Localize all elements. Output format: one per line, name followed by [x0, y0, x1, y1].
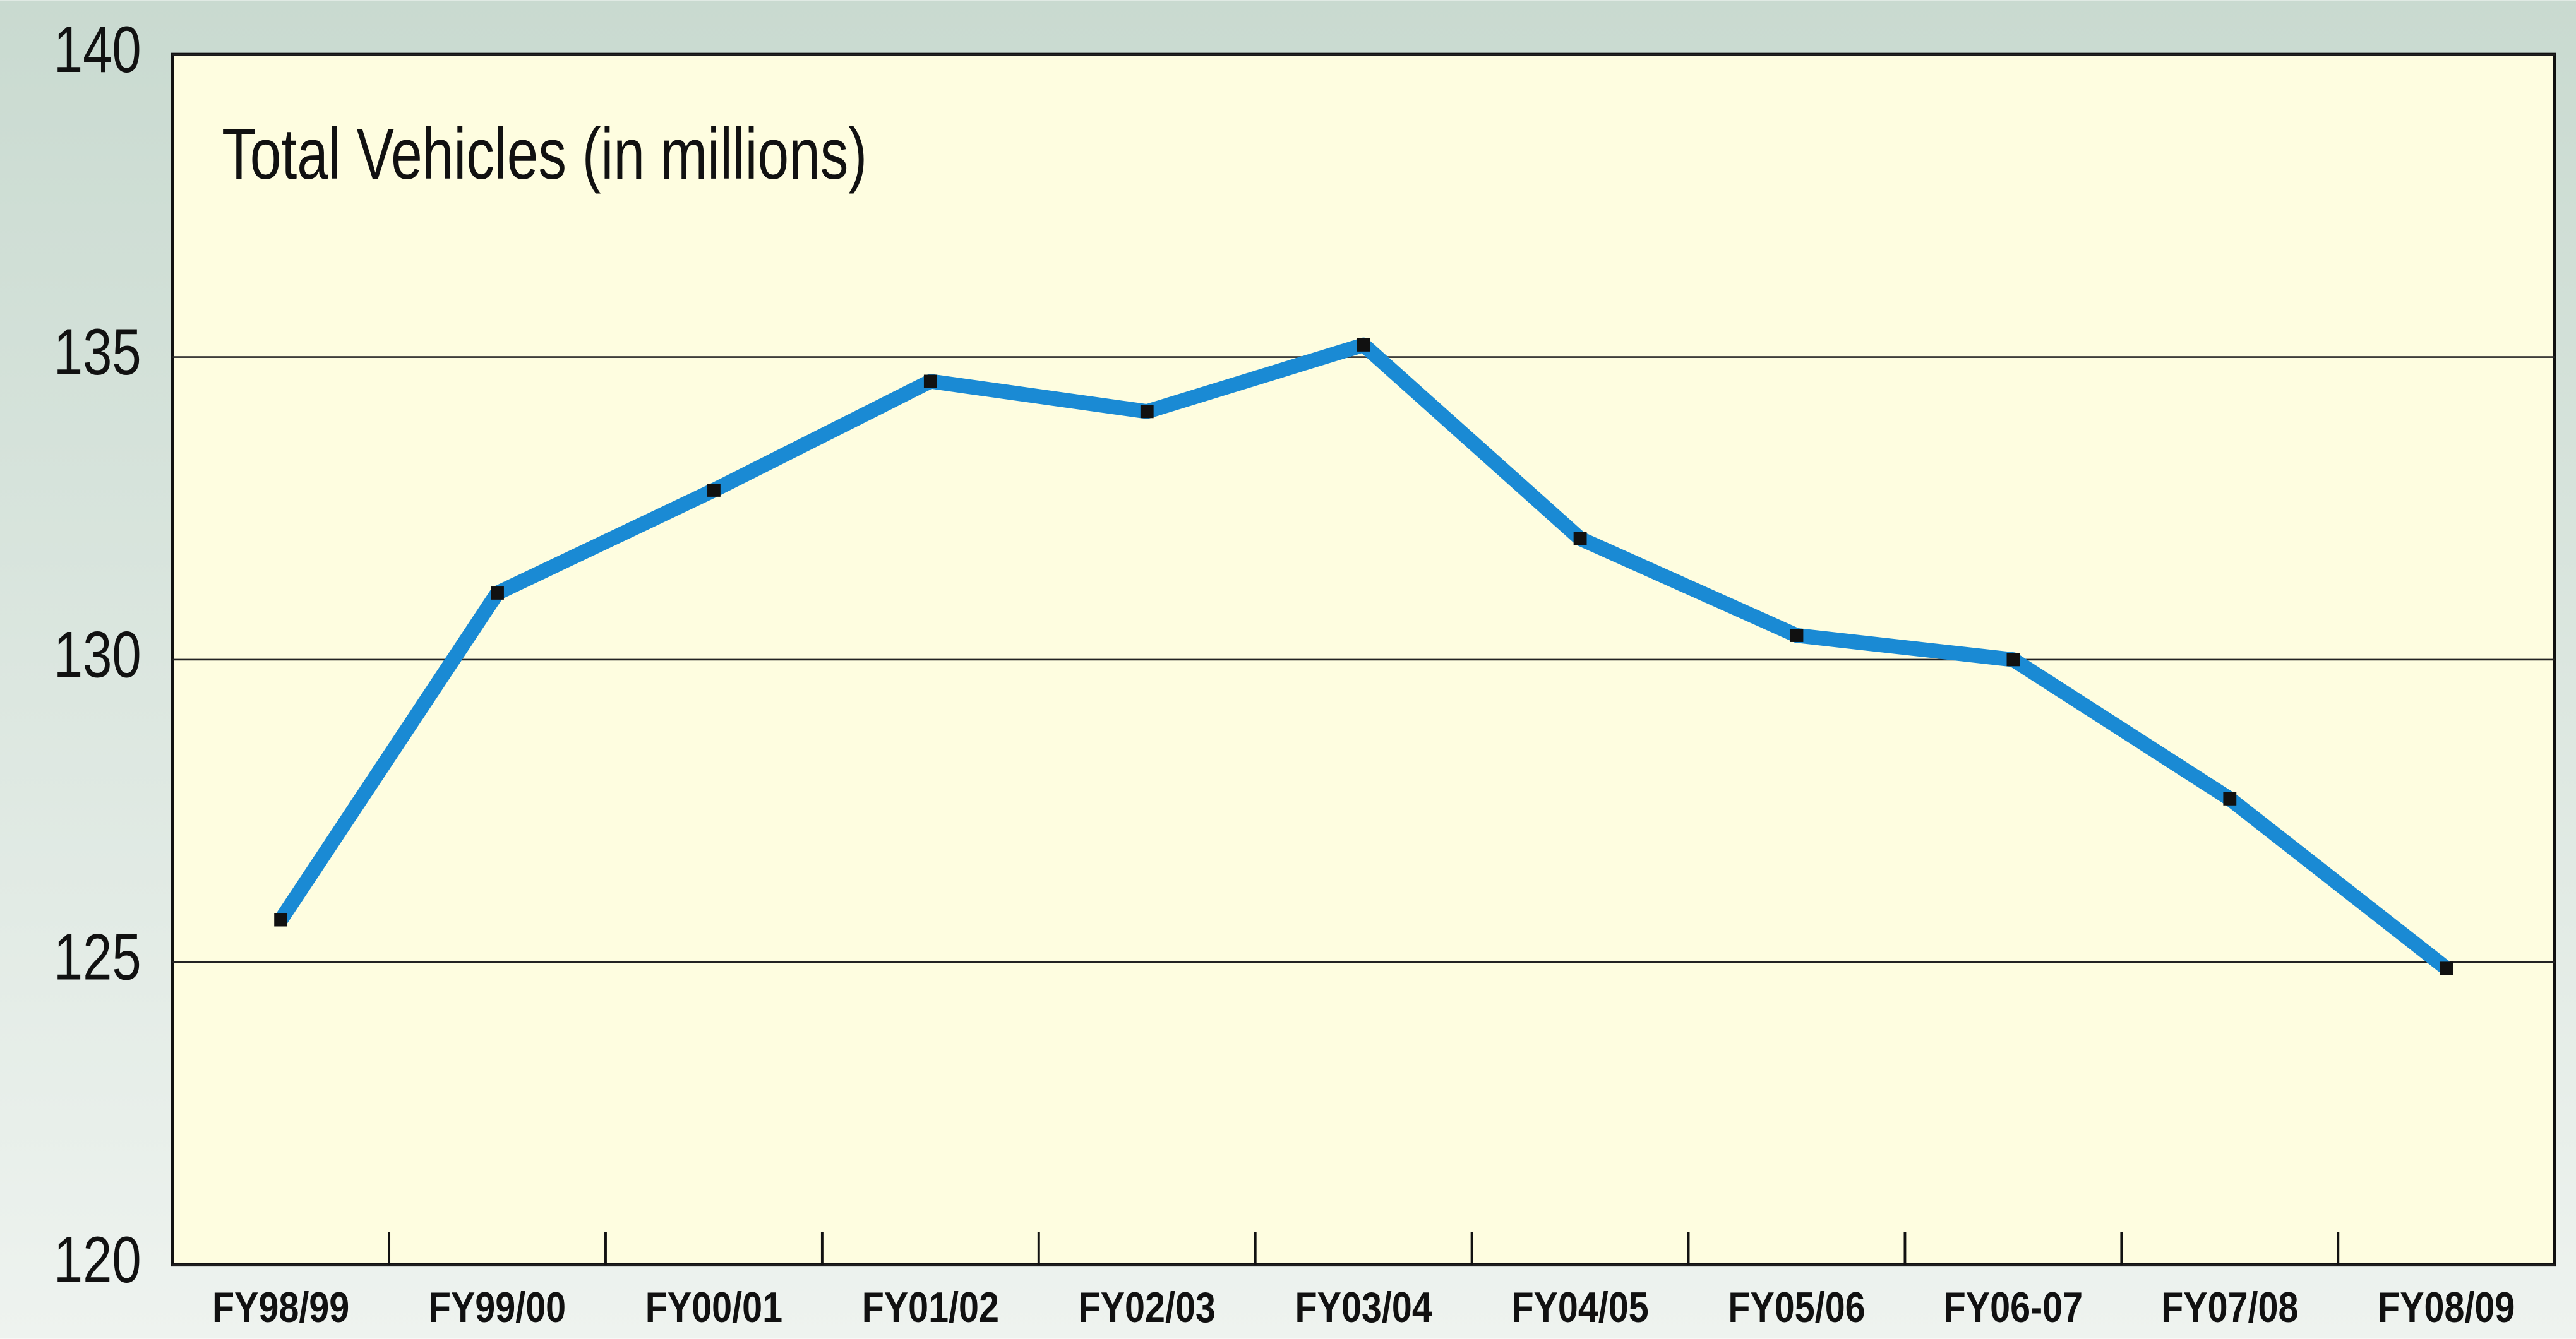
point-marker — [274, 913, 288, 927]
x-tick-label: FY08/09 — [2378, 1284, 2515, 1331]
x-tick-label: FY07/08 — [2161, 1284, 2298, 1331]
x-tick-label: FY06-07 — [1944, 1284, 2083, 1331]
point-marker — [1140, 405, 1154, 419]
x-tick-label: FY02/03 — [1079, 1284, 1216, 1331]
chart-title: Total Vehicles (in millions) — [222, 113, 867, 194]
x-tick-label: FY00/01 — [645, 1284, 782, 1331]
x-tick-label: FY05/06 — [1728, 1284, 1865, 1331]
x-tick-label: FY01/02 — [862, 1284, 999, 1331]
point-marker — [2223, 792, 2237, 806]
y-tick-label: 130 — [54, 618, 141, 691]
point-marker — [1573, 532, 1587, 545]
point-marker — [2440, 961, 2453, 975]
y-tick-label: 120 — [54, 1223, 141, 1296]
point-marker — [1357, 338, 1370, 352]
x-tick-label: FY99/00 — [429, 1284, 566, 1331]
x-tick-label: FY98/99 — [212, 1284, 349, 1331]
point-marker — [923, 374, 937, 388]
point-marker — [1790, 629, 1804, 642]
y-tick-label: 140 — [54, 13, 141, 86]
x-tick-label: FY04/05 — [1511, 1284, 1648, 1331]
y-tick-label: 135 — [54, 315, 141, 388]
point-marker — [707, 484, 721, 497]
y-tick-label: 125 — [54, 920, 141, 994]
point-marker — [2006, 653, 2020, 667]
point-marker — [491, 586, 504, 600]
x-tick-label: FY03/04 — [1295, 1284, 1432, 1331]
